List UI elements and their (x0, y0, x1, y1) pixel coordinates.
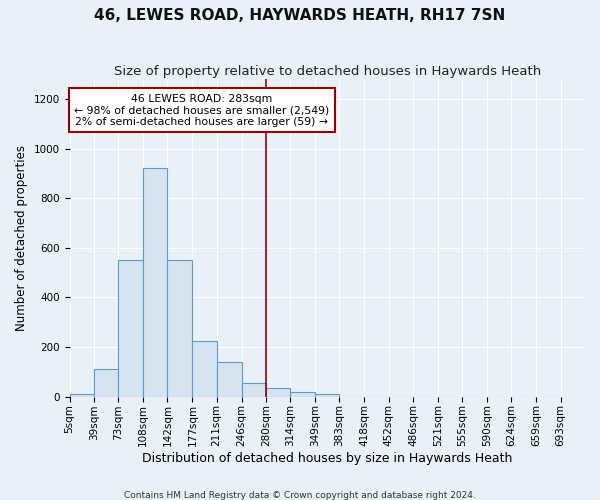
Bar (266, 388, 290, 396)
Text: Contains HM Land Registry data © Crown copyright and database right 2024.: Contains HM Land Registry data © Crown c… (124, 490, 476, 500)
Bar (70, 394, 94, 396)
Bar (143, 168, 167, 396)
Bar (315, 394, 340, 396)
Bar (167, 260, 193, 396)
Bar (217, 362, 242, 396)
Y-axis label: Number of detached properties: Number of detached properties (15, 145, 28, 331)
Bar (193, 341, 217, 396)
Text: 46 LEWES ROAD: 283sqm
← 98% of detached houses are smaller (2,549)
2% of semi-de: 46 LEWES ROAD: 283sqm ← 98% of detached … (74, 94, 329, 127)
Bar (290, 392, 315, 396)
X-axis label: Distribution of detached houses by size in Haywards Heath: Distribution of detached houses by size … (142, 452, 512, 465)
Bar (242, 383, 266, 396)
Bar (118, 260, 143, 396)
Bar (94, 370, 118, 396)
Title: Size of property relative to detached houses in Haywards Heath: Size of property relative to detached ho… (113, 65, 541, 78)
Text: 46, LEWES ROAD, HAYWARDS HEATH, RH17 7SN: 46, LEWES ROAD, HAYWARDS HEATH, RH17 7SN (94, 8, 506, 22)
